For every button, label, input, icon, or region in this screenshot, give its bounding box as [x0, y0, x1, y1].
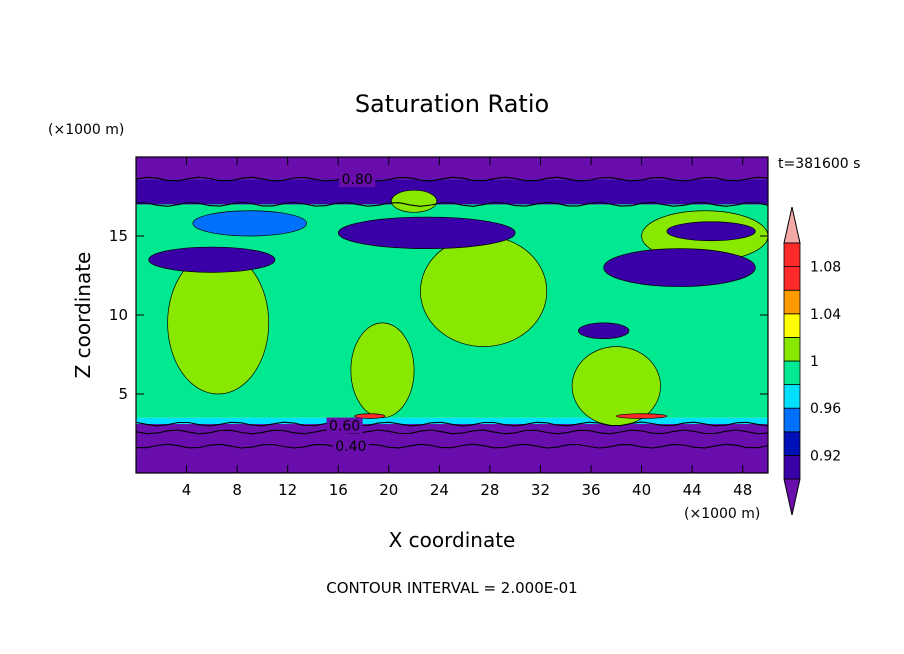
- contour-label-bg-0: [339, 171, 376, 188]
- region-0: [167, 251, 270, 395]
- contour-line-0: [136, 176, 768, 182]
- region-2: [420, 235, 548, 347]
- x-tick-label-5: 24: [430, 481, 449, 499]
- chart-title: Saturation Ratio: [355, 90, 549, 118]
- region-7: [337, 216, 516, 249]
- y-axis-title: Z coordinate: [71, 252, 95, 379]
- region-13: [615, 413, 668, 419]
- x-tick-label-1: 8: [232, 481, 242, 499]
- x-tick-label-8: 36: [581, 481, 600, 499]
- contour-line-3: [136, 429, 768, 435]
- contour-interval-note: CONTOUR INTERVAL = 2.000E-01: [326, 579, 577, 597]
- y-tick-label-0: 5: [118, 385, 128, 403]
- colorbar-under-triangle: [783, 478, 801, 516]
- colorbar-swatch-5: [783, 336, 801, 362]
- colorbar-tick-label-4: 1.08: [810, 260, 841, 276]
- x-axis-title: X coordinate: [389, 528, 516, 552]
- x-axis-ticks: 4 8 12 16 20 24 28 32 36 40 44 48: [182, 157, 752, 499]
- x-tick-label-11: 48: [733, 481, 752, 499]
- contour-line-4: [136, 443, 768, 449]
- x-tick-label-3: 16: [329, 481, 348, 499]
- x-tick-label-4: 20: [379, 481, 398, 499]
- region-9: [603, 248, 756, 287]
- contour-label-2: 0.40: [335, 439, 366, 455]
- colorbar-swatch-2: [783, 407, 801, 433]
- colorbar-swatch-1: [783, 431, 801, 456]
- colorbar-swatch-6: [783, 313, 801, 338]
- contour-label-0: 0.80: [342, 172, 373, 188]
- x-tick-label-0: 4: [182, 481, 192, 499]
- colorbar-over-triangle: [783, 206, 801, 244]
- contour-line-2: [136, 421, 768, 427]
- contour-label-1: 0.60: [329, 419, 360, 435]
- contour-line-1: [136, 201, 768, 207]
- region-12: [354, 413, 386, 419]
- band-3: [136, 179, 768, 205]
- y-tick-label-1: 10: [109, 306, 128, 324]
- x-tick-label-10: 44: [683, 481, 702, 499]
- colorbar-swatch-0: [783, 454, 801, 480]
- x-axis-unit: (×1000 m): [684, 506, 760, 522]
- colorbar-tick-label-3: 1.04: [810, 307, 841, 323]
- colorbar-swatch-7: [783, 289, 801, 315]
- band-1: [136, 417, 768, 425]
- colorbar-swatch-8: [783, 266, 801, 291]
- colorbar-tick-label-0: 0.92: [810, 448, 841, 464]
- y-tick-label-2: 15: [109, 227, 128, 245]
- region-8: [148, 246, 276, 273]
- region-1: [350, 322, 415, 419]
- plot-area: [136, 157, 768, 473]
- x-tick-label-2: 12: [278, 481, 297, 499]
- colorbar-tick-label-2: 1: [810, 354, 819, 370]
- contour-labels: 0.80 0.60 0.40: [326, 171, 376, 455]
- region-6: [192, 210, 307, 237]
- contour-label-bg-2: [332, 438, 369, 455]
- time-label: t=381600 s: [778, 156, 860, 172]
- contour-lines: [136, 176, 768, 449]
- contour-label-bg-1: [326, 417, 363, 434]
- x-tick-label-7: 32: [531, 481, 550, 499]
- band-4: [136, 157, 768, 180]
- y-axis-unit: (×1000 m): [48, 122, 124, 138]
- colorbar-swatch-4: [783, 360, 801, 386]
- region-11: [578, 322, 630, 340]
- x-tick-label-9: 40: [632, 481, 651, 499]
- colorbar: 0.92 0.96 1 1.04 1.08: [783, 206, 841, 516]
- colorbar-tick-label-1: 0.96: [810, 401, 841, 417]
- x-tick-label-6: 28: [480, 481, 499, 499]
- colorbar-swatch-9: [783, 242, 801, 268]
- colorbar-swatch-3: [783, 384, 801, 409]
- region-10: [666, 221, 756, 242]
- y-axis-ticks: 5 10 15: [109, 227, 768, 403]
- region-5: [390, 189, 438, 213]
